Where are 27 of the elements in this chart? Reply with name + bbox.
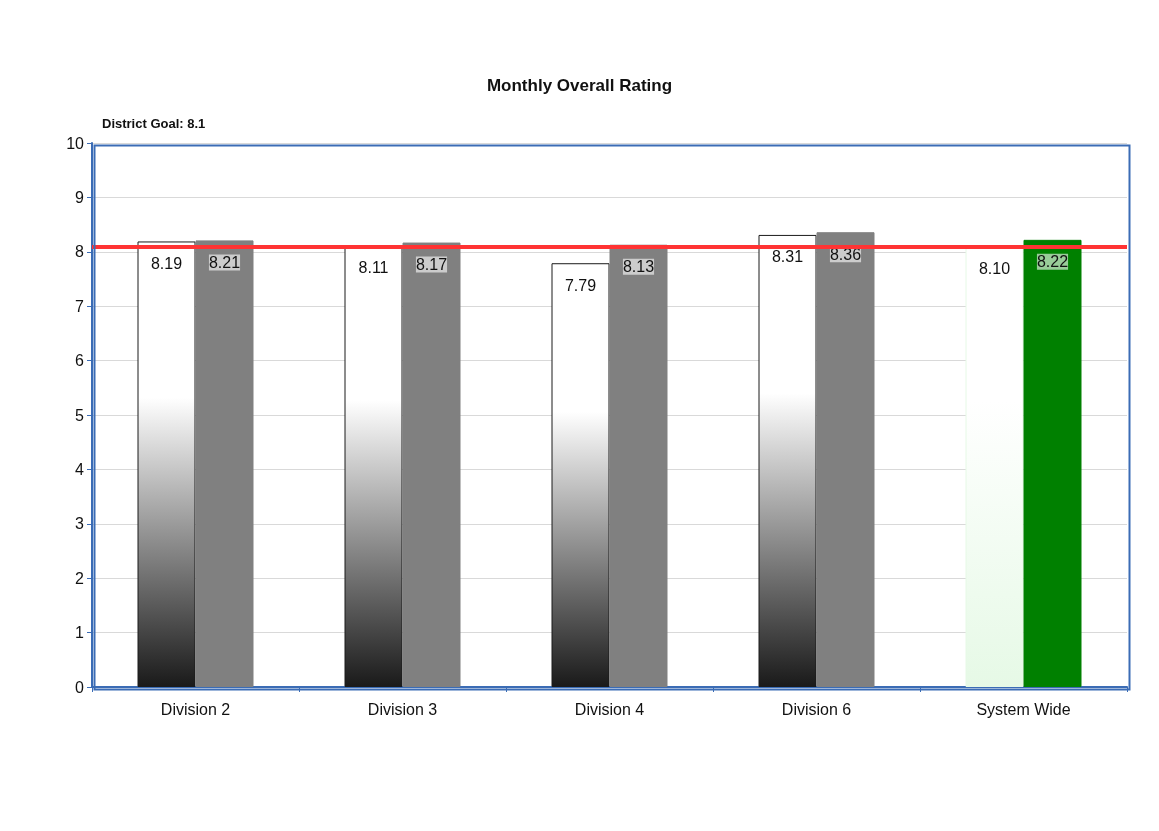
data-label: 8.10 <box>978 259 1011 277</box>
y-tick-label: 4 <box>75 460 85 478</box>
y-tick-label: 3 <box>75 515 85 533</box>
y-tick-label: 5 <box>75 406 85 424</box>
x-tick-label: Division 3 <box>367 700 438 718</box>
text: District Goal: 8.1 <box>102 116 206 131</box>
data-label: 8.17 <box>415 256 448 274</box>
x-tick-label: System Wide <box>976 700 1071 718</box>
data-label: 7.79 <box>564 276 597 294</box>
data-label: 8.22 <box>1036 253 1069 271</box>
x-tick-label: Division 2 <box>160 700 231 718</box>
data-label: 8.13 <box>622 258 655 276</box>
y-tick-label: 7 <box>75 297 85 315</box>
y-tick-label: 2 <box>75 569 85 587</box>
y-tick-label: 8 <box>75 243 85 261</box>
x-tick-label: Division 6 <box>781 700 852 718</box>
y-tick-label: 9 <box>75 188 85 206</box>
chart-title: Monthly Overall Rating <box>486 76 673 95</box>
x-tick-label: Division 4 <box>574 700 645 718</box>
data-label: 8.11 <box>358 259 389 277</box>
data-label: 8.31 <box>771 248 804 266</box>
y-tick-label: 6 <box>75 352 85 370</box>
data-label: 8.21 <box>208 253 241 271</box>
y-tick-label: 10 <box>66 134 85 152</box>
y-tick-label: 0 <box>75 678 85 696</box>
data-label: 8.19 <box>150 254 183 272</box>
y-tick-label: 1 <box>75 624 85 642</box>
